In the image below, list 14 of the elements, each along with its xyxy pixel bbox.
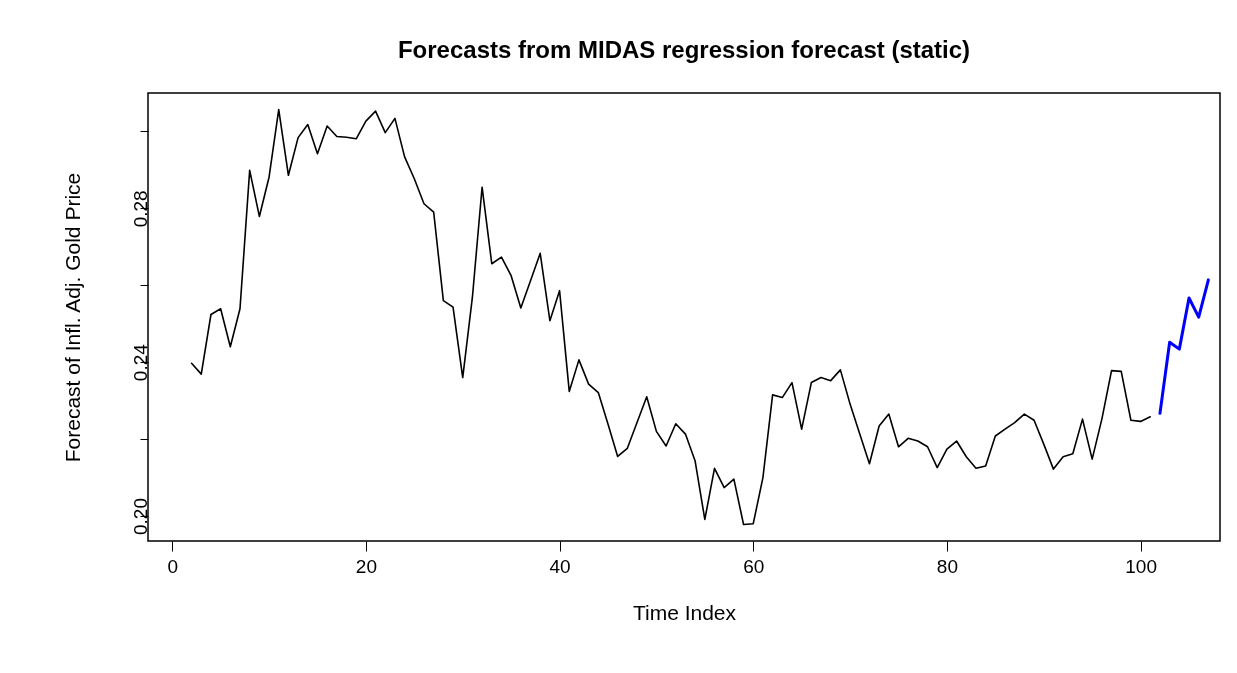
chart-title: Forecasts from MIDAS regression forecast (static) [397,36,971,63]
y-axis-title: Forecast of Infl. Adj. Gold Price [60,172,84,463]
line-series [1158,278,1210,415]
line-series [190,108,1152,526]
x-tick-label: 100 [1125,555,1157,577]
x-tick-label: 60 [743,555,765,577]
x-tick-label: 80 [936,555,958,577]
y-tick-label: 0.20 [129,498,151,535]
x-axis-title: Time Index [632,600,737,624]
x-tick-label: 0 [167,555,178,577]
y-tick-label: 0.28 [129,190,151,228]
x-tick-label: 40 [549,555,571,577]
x-tick-label: 20 [355,555,377,577]
y-tick-label: 0.24 [129,343,151,382]
